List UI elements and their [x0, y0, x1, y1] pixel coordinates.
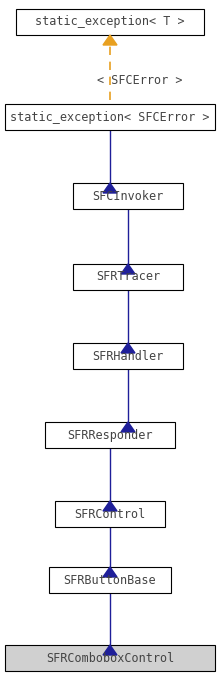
Bar	[49, 567, 171, 593]
Text: < SFCError >: < SFCError >	[97, 74, 183, 86]
Bar	[73, 343, 183, 369]
Polygon shape	[121, 343, 135, 353]
Bar	[73, 183, 183, 209]
Polygon shape	[103, 183, 117, 193]
Text: SFRResponder: SFRResponder	[67, 429, 153, 441]
Text: SFRTracer: SFRTracer	[96, 271, 160, 283]
Text: SFRComboboxControl: SFRComboboxControl	[46, 651, 174, 665]
Polygon shape	[121, 422, 135, 432]
Polygon shape	[103, 35, 117, 45]
Bar	[55, 501, 165, 527]
Text: SFRHandler: SFRHandler	[92, 349, 164, 363]
Text: SFRButtonBase: SFRButtonBase	[64, 574, 156, 587]
Polygon shape	[103, 567, 117, 577]
Bar	[45, 422, 175, 448]
Polygon shape	[103, 501, 117, 511]
Text: SFCInvoker: SFCInvoker	[92, 189, 164, 203]
Text: static_exception< SFCError >: static_exception< SFCError >	[10, 111, 210, 123]
Polygon shape	[121, 264, 135, 274]
Bar	[5, 104, 215, 130]
Bar	[73, 264, 183, 290]
Text: static_exception< T >: static_exception< T >	[35, 15, 185, 29]
Bar	[16, 9, 204, 35]
Polygon shape	[103, 645, 117, 655]
Text: SFRControl: SFRControl	[74, 507, 146, 521]
Bar	[5, 645, 215, 671]
